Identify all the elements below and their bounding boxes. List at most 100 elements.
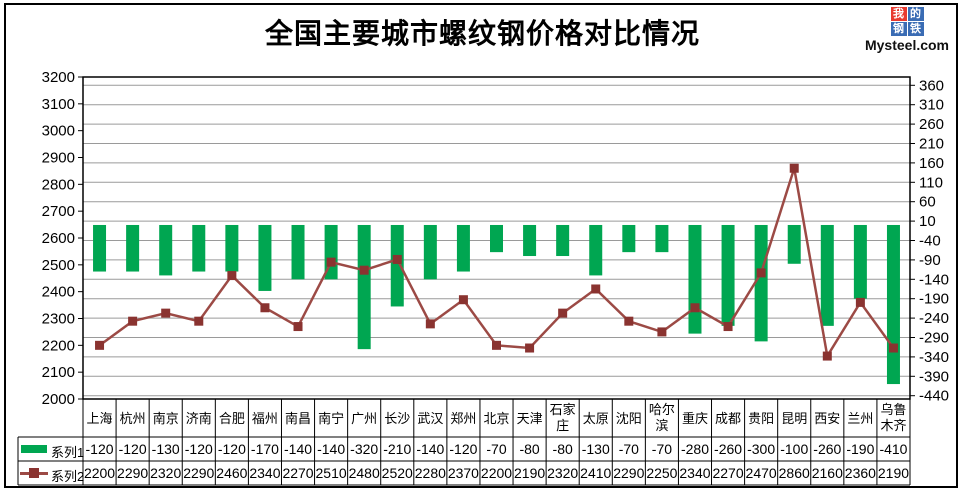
city-label: 乌鲁 bbox=[880, 402, 906, 417]
series2-value: 2280 bbox=[415, 465, 446, 481]
legend-line-marker-icon bbox=[29, 468, 39, 478]
legend-bar-swatch bbox=[21, 445, 47, 453]
series2-value: 2460 bbox=[216, 465, 247, 481]
bar-武汉 bbox=[423, 224, 437, 280]
series1-value: -120 bbox=[449, 441, 477, 457]
right-axis-label: 260 bbox=[919, 116, 944, 133]
left-axis-label: 2700 bbox=[42, 203, 75, 220]
series2-value: 2320 bbox=[150, 465, 181, 481]
bar-南京 bbox=[159, 224, 173, 276]
line-marker-哈尔滨 bbox=[657, 327, 667, 337]
line-marker-广州 bbox=[359, 265, 369, 275]
right-axis-label: 360 bbox=[919, 77, 944, 94]
city-label: 合肥 bbox=[219, 411, 245, 426]
bar-长沙 bbox=[390, 224, 404, 307]
line-marker-贵阳 bbox=[756, 268, 766, 278]
bar-哈尔滨 bbox=[655, 224, 669, 253]
series1-value: -120 bbox=[86, 441, 114, 457]
left-axis-label: 3100 bbox=[42, 96, 75, 113]
line-marker-杭州 bbox=[128, 316, 138, 326]
series2-value: 2410 bbox=[580, 465, 611, 481]
mysteel-logo: 我 的 钢 铁 Mysteel.com bbox=[861, 7, 953, 53]
series2-value: 2270 bbox=[282, 465, 313, 481]
right-axis-label: -440 bbox=[919, 388, 949, 405]
series2-value: 2160 bbox=[812, 465, 843, 481]
bar-成都 bbox=[721, 224, 735, 326]
bar-兰州 bbox=[853, 224, 867, 299]
line-marker-乌鲁木齐 bbox=[888, 343, 898, 353]
bar-合肥 bbox=[225, 224, 239, 272]
left-axis-label: 2400 bbox=[42, 284, 75, 301]
line-marker-昆明 bbox=[789, 163, 799, 173]
chart-outer-border bbox=[4, 3, 958, 488]
left-axis-label: 2000 bbox=[42, 391, 75, 408]
line-marker-兰州 bbox=[855, 297, 865, 307]
line-marker-天津 bbox=[525, 343, 535, 353]
bar-福州 bbox=[258, 224, 272, 291]
series2-value: 2340 bbox=[249, 465, 280, 481]
series1-value: -170 bbox=[251, 441, 279, 457]
right-axis-label: -340 bbox=[919, 349, 949, 366]
legend-series2-label: 系列2 bbox=[51, 469, 85, 484]
right-axis-label: 110 bbox=[919, 174, 943, 191]
series2-line bbox=[98, 167, 895, 360]
line-marker-福州 bbox=[260, 303, 270, 313]
city-label: 西安 bbox=[814, 411, 840, 426]
left-axis-label: 2200 bbox=[42, 337, 75, 354]
bar-石家庄 bbox=[556, 224, 570, 257]
line-marker-济南 bbox=[194, 316, 204, 326]
series2-value: 2470 bbox=[746, 465, 777, 481]
city-label: 长沙 bbox=[384, 411, 410, 426]
bar-北京 bbox=[490, 224, 503, 253]
city-label: 济南 bbox=[186, 411, 212, 426]
series1-value: -140 bbox=[416, 441, 444, 457]
series2-value: 2270 bbox=[712, 465, 743, 481]
line-marker-南京 bbox=[161, 308, 171, 318]
line-marker-成都 bbox=[723, 322, 733, 332]
series1-value: -80 bbox=[553, 441, 573, 457]
city-label: 昆明 bbox=[781, 411, 807, 426]
line-marker-上海 bbox=[95, 340, 105, 350]
city-label: 庄 bbox=[556, 418, 569, 433]
right-axis-label: 310 bbox=[919, 97, 944, 114]
logo-char-tie: 铁 bbox=[907, 22, 924, 36]
bar-杭州 bbox=[126, 224, 140, 272]
right-axis-label: 210 bbox=[919, 136, 944, 153]
series1-value: -70 bbox=[652, 441, 672, 457]
bar-上海 bbox=[93, 224, 107, 272]
right-axis-label: 160 bbox=[919, 155, 944, 172]
left-axis-label: 2300 bbox=[42, 311, 75, 328]
series1-value: -210 bbox=[383, 441, 411, 457]
city-label: 石家 bbox=[550, 402, 576, 417]
right-axis-label: -290 bbox=[919, 330, 949, 347]
city-label: 沈阳 bbox=[616, 411, 642, 426]
series1-value: -120 bbox=[185, 441, 213, 457]
right-axis-label: -390 bbox=[919, 368, 949, 385]
line-marker-长沙 bbox=[392, 254, 402, 264]
series1-value: -70 bbox=[619, 441, 639, 457]
series2-value: 2290 bbox=[183, 465, 214, 481]
series1-value: -130 bbox=[152, 441, 180, 457]
mysteel-logo-grid: 我 的 钢 铁 bbox=[861, 7, 953, 36]
line-marker-郑州 bbox=[458, 295, 468, 305]
right-axis-label: -190 bbox=[919, 291, 949, 308]
series2-value: 2250 bbox=[646, 465, 677, 481]
city-label: 天津 bbox=[517, 411, 543, 426]
series1-value: -320 bbox=[350, 441, 378, 457]
city-label: 杭州 bbox=[120, 411, 146, 426]
bar-乌鲁木齐 bbox=[886, 224, 900, 385]
right-axis-label: -40 bbox=[919, 233, 941, 250]
series2-value: 2190 bbox=[514, 465, 545, 481]
city-label: 北京 bbox=[483, 411, 509, 426]
series2-value: 2190 bbox=[878, 465, 909, 481]
logo-char-wo: 我 bbox=[890, 7, 907, 21]
city-label: 重庆 bbox=[682, 411, 708, 426]
series1-value: -120 bbox=[218, 441, 246, 457]
line-marker-石家庄 bbox=[558, 308, 568, 318]
series1-value: -70 bbox=[486, 441, 506, 457]
logo-char-de: 的 bbox=[907, 7, 924, 21]
series1-value: -260 bbox=[813, 441, 841, 457]
bar-广州 bbox=[357, 224, 371, 350]
left-axis-label: 3000 bbox=[42, 123, 75, 140]
